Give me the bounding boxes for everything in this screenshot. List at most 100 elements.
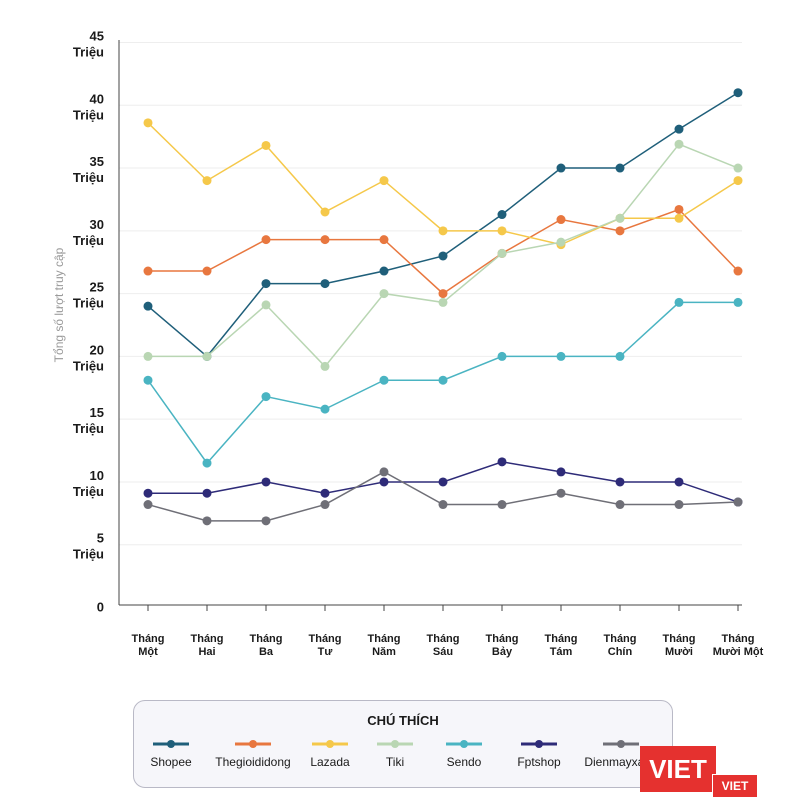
data-point-sendo xyxy=(556,351,566,361)
data-point-thegioididong xyxy=(556,215,566,225)
data-point-thegioididong xyxy=(438,289,448,299)
y-tick-label: 0 xyxy=(97,600,104,615)
x-tick-label: Tháng Bảy xyxy=(486,633,519,658)
data-point-fptshop xyxy=(497,457,507,467)
legend-swatch xyxy=(153,740,189,748)
data-point-sendo xyxy=(615,351,625,361)
x-tick-label: Tháng Hai xyxy=(191,633,224,658)
legend-swatch xyxy=(377,740,413,748)
data-point-thegioididong xyxy=(143,266,153,276)
y-tick-label: 40 Triệu xyxy=(73,91,104,122)
legend-item-shopee: Shopee xyxy=(121,739,221,769)
data-point-thegioididong xyxy=(615,226,625,236)
data-point-dienmayxanh xyxy=(615,500,625,510)
y-tick-label: 30 Triệu xyxy=(73,217,104,248)
data-point-dienmayxanh xyxy=(320,500,330,510)
data-point-sendo xyxy=(320,404,330,414)
y-tick-label: 20 Triệu xyxy=(73,342,104,373)
data-point-sendo xyxy=(261,392,271,402)
data-point-tiki xyxy=(497,248,507,258)
data-point-sendo xyxy=(438,375,448,385)
x-tick-label: Tháng Mười xyxy=(663,633,696,658)
data-point-shopee xyxy=(674,124,684,134)
y-tick-label: 35 Triệu xyxy=(73,154,104,185)
data-point-shopee xyxy=(556,163,566,173)
legend-label: Tiki xyxy=(385,755,405,769)
data-point-dienmayxanh xyxy=(143,500,153,510)
watermark-main: VIET xyxy=(640,746,716,792)
data-point-lazada xyxy=(143,118,153,128)
watermark-small: VIET xyxy=(712,774,758,798)
data-point-sendo xyxy=(202,458,212,468)
legend-swatch xyxy=(235,740,271,748)
data-point-thegioididong xyxy=(379,235,389,245)
data-point-fptshop xyxy=(143,488,153,498)
data-point-thegioididong xyxy=(261,235,271,245)
data-point-shopee xyxy=(497,210,507,220)
data-point-sendo xyxy=(674,297,684,307)
legend-swatch xyxy=(312,740,348,748)
x-tick-label: Tháng Ba xyxy=(250,633,283,658)
data-point-shopee xyxy=(261,279,271,289)
data-point-fptshop xyxy=(556,467,566,477)
data-point-lazada xyxy=(320,207,330,217)
y-axis-label: Tổng số lượt truy cập xyxy=(52,247,66,362)
legend-item-fptshop: Fptshop xyxy=(489,739,589,769)
legend-item-dienmayxanh: Dienmayxanh xyxy=(571,739,671,769)
y-tick-label: 45 Triệu xyxy=(73,29,104,60)
data-point-tiki xyxy=(674,139,684,149)
data-point-dienmayxanh xyxy=(438,500,448,510)
x-tick-label: Tháng Một xyxy=(132,633,165,658)
data-point-tiki xyxy=(143,351,153,361)
data-point-shopee xyxy=(379,266,389,276)
data-point-shopee xyxy=(438,251,448,261)
data-point-shopee xyxy=(615,163,625,173)
legend: CHÚ THÍCH Shopee Thegioididong Lazada Tiki S… xyxy=(133,700,673,788)
data-point-fptshop xyxy=(320,488,330,498)
grid-lines xyxy=(119,42,742,546)
x-tick-labels: Tháng Một Tháng Hai Tháng Ba Tháng Tư Tháng Năm Th… xyxy=(132,605,764,658)
data-point-fptshop xyxy=(615,477,625,487)
data-point-tiki xyxy=(733,163,743,173)
series-line-shopee xyxy=(147,92,739,358)
data-point-lazada xyxy=(379,176,389,186)
y-tick-label: 10 Triệu xyxy=(73,468,104,499)
legend-label: Shopee xyxy=(150,755,192,769)
data-point-tiki xyxy=(438,297,448,307)
x-tick-label: Tháng Tám xyxy=(545,633,578,658)
legend-item-tiki: Tiki xyxy=(345,739,445,769)
y-tick-label: 5 Triệu xyxy=(73,531,104,562)
data-point-lazada xyxy=(438,226,448,236)
data-point-thegioididong xyxy=(674,204,684,214)
data-point-dienmayxanh xyxy=(733,497,743,507)
data-point-tiki xyxy=(379,289,389,299)
data-point-thegioididong xyxy=(202,266,212,276)
legend-swatch xyxy=(603,740,639,748)
data-point-lazada xyxy=(202,176,212,186)
data-point-sendo xyxy=(143,375,153,385)
legend-item-sendo: Sendo xyxy=(414,739,514,769)
y-tick-label: 25 Triệu xyxy=(73,280,104,311)
legend-label: Sendo xyxy=(446,755,482,769)
data-point-lazada xyxy=(733,176,743,186)
legend-label: Dienmayxanh xyxy=(584,755,658,769)
data-point-shopee xyxy=(143,301,153,311)
legend-item-lazada: Lazada xyxy=(280,739,380,769)
data-point-shopee xyxy=(733,88,743,98)
data-point-thegioididong xyxy=(320,235,330,245)
legend-title: CHÚ THÍCH xyxy=(367,713,439,728)
x-tick-label: Tháng Mười Một xyxy=(713,633,764,658)
data-point-dienmayxanh xyxy=(379,467,389,477)
data-point-dienmayxanh xyxy=(556,488,566,498)
x-tick-label: Tháng Tư xyxy=(309,633,342,658)
data-point-shopee xyxy=(320,279,330,289)
legend-label: Thegioididong xyxy=(215,755,291,769)
data-point-fptshop xyxy=(261,477,271,487)
data-point-dienmayxanh xyxy=(202,516,212,526)
data-point-tiki xyxy=(320,361,330,371)
data-point-fptshop xyxy=(438,477,448,487)
data-point-sendo xyxy=(733,297,743,307)
line-chart: Tổng số lượt truy cập 0 5 Triệu 10 Triệu 15 Tr… xyxy=(52,29,764,659)
data-point-fptshop xyxy=(202,488,212,498)
x-tick-label: Tháng Sáu xyxy=(427,633,460,658)
